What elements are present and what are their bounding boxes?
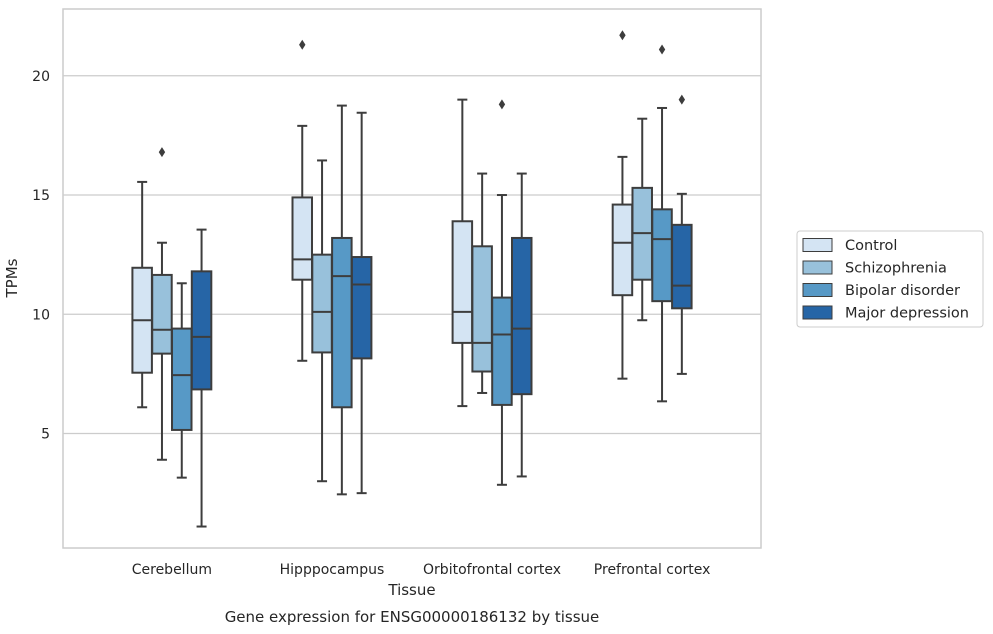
y-tick-label: 20 <box>32 69 50 85</box>
x-axis-ticks: Cerebellum Hipppocampus Orbitofrontal cort… <box>132 562 711 578</box>
box-bipolar-disorder-prefrontal-cortex <box>651 44 673 403</box>
legend-label-control: Control <box>845 238 897 254</box>
outlier-point <box>619 30 626 41</box>
box-iqr <box>510 236 533 396</box>
legend-swatch-bipolar-disorder <box>802 283 833 297</box>
box-schizophrenia-cerebellum <box>151 147 173 461</box>
box-iqr <box>190 270 213 391</box>
x-axis-label: Tissue <box>387 581 435 599</box>
box-schizophrenia-hipppocampus <box>311 159 333 483</box>
box-control-hipppocampus <box>291 39 314 362</box>
box-schizophrenia-orbitofrontal-cortex <box>471 172 493 394</box>
plot-area-frame <box>62 8 762 549</box>
box-control-orbitofrontal-cortex <box>451 98 474 408</box>
box-major-depression-orbitofrontal-cortex <box>510 172 533 478</box>
box-iqr <box>451 220 474 344</box>
outlier-point <box>658 44 666 55</box>
legend-swatch-control <box>802 238 833 252</box>
box-iqr <box>611 203 634 297</box>
y-axis-ticks: 5 10 15 20 <box>32 69 50 443</box>
y-tick-label: 10 <box>32 307 50 323</box>
outlier-point <box>678 94 686 105</box>
x-tick-label-prefrontal-cortex: Prefrontal cortex <box>594 562 711 578</box>
box-iqr <box>471 245 493 373</box>
box-iqr <box>171 327 193 431</box>
x-tick-label-hipppocampus: Hipppocampus <box>280 562 385 578</box>
legend-label-bipolar-disorder: Bipolar disorder <box>845 283 960 299</box>
box-major-depression-prefrontal-cortex <box>671 94 693 375</box>
box-iqr <box>671 223 693 310</box>
outlier-point <box>498 99 506 110</box>
y-tick-label: 5 <box>41 427 50 443</box>
legend-label-major-depression: Major depression <box>845 306 969 322</box>
box-iqr <box>331 236 353 409</box>
legend-frame <box>796 230 984 328</box>
box-bipolar-disorder-hipppocampus <box>331 104 353 496</box>
box-iqr <box>151 273 173 355</box>
box-major-depression-hipppocampus <box>350 111 373 495</box>
legend: Control Schizophrenia Bipolar disorder Majo… <box>796 230 984 328</box>
box-iqr <box>291 196 314 281</box>
outlier-point <box>299 39 306 50</box>
box-major-depression-cerebellum <box>190 228 213 528</box>
box-iqr <box>311 253 333 354</box>
y-axis-label: TPMs <box>3 258 21 298</box>
box-iqr <box>491 296 513 406</box>
box-iqr <box>350 256 373 360</box>
x-tick-label-cerebellum: Cerebellum <box>132 562 212 578</box>
y-tick-label: 15 <box>32 188 50 204</box>
legend-swatch-major-depression <box>802 305 833 320</box>
outlier-point <box>158 147 166 158</box>
box-iqr <box>651 208 673 303</box>
x-tick-label-orbitofrontal-cortex: Orbitofrontal cortex <box>423 562 561 578</box>
legend-swatch-schizophrenia <box>802 260 833 275</box>
boxes <box>131 30 693 528</box>
box-bipolar-disorder-orbitofrontal-cortex <box>491 99 513 486</box>
chart-title: Gene expression for ENSG00000186132 by t… <box>225 608 600 626</box>
legend-label-schizophrenia: Schizophrenia <box>845 261 947 277</box>
